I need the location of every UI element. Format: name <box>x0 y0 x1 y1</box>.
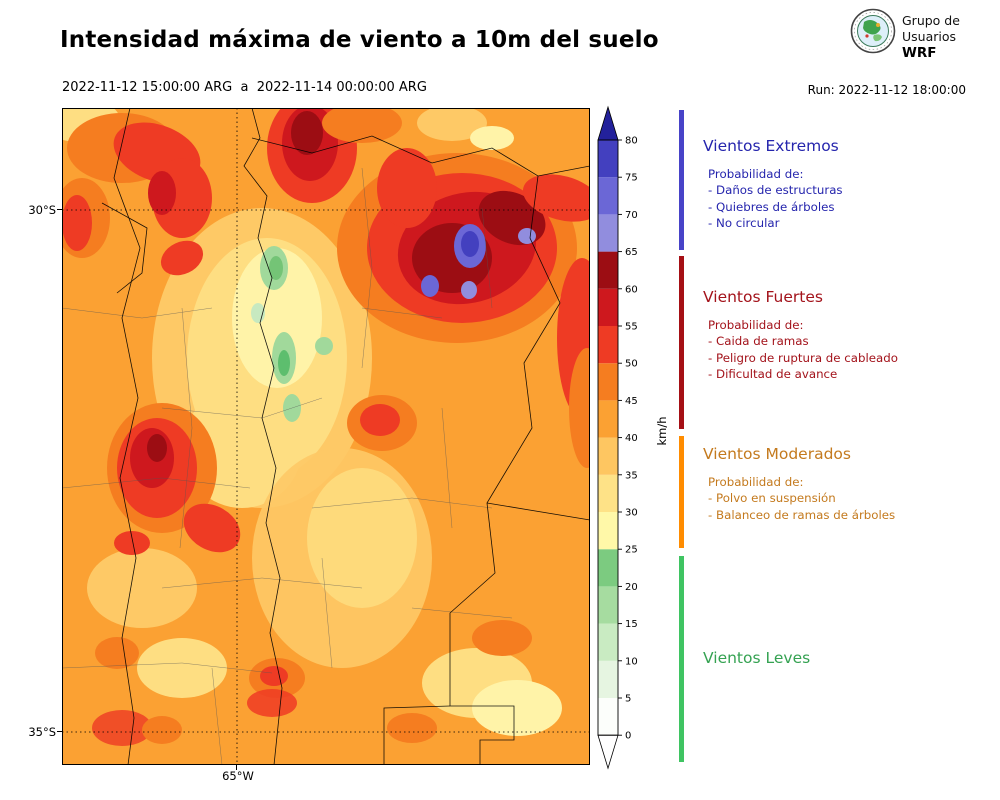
colorbar-tick-label: 20 <box>625 582 638 593</box>
legend-strip-moderados <box>679 436 684 548</box>
colorbar-segment <box>598 512 618 550</box>
colorbar-tick-label: 60 <box>625 284 638 295</box>
colorbar-segment <box>598 140 618 178</box>
colorbar-tick-label: 80 <box>625 136 638 147</box>
colorbar-tick-label: 25 <box>625 545 638 556</box>
colorbar-segment <box>598 400 618 438</box>
colorbar-tick-label: 5 <box>625 694 631 705</box>
axis-tick-30s <box>57 209 62 210</box>
colorbar-segment <box>598 474 618 512</box>
colorbar-tick-label: 40 <box>625 433 638 444</box>
colorbar-segment <box>598 251 618 289</box>
legend-item: Probabilidad de: <box>708 318 804 332</box>
lat-label-30s: 30°S <box>28 203 56 217</box>
colorbar-tick-label: 65 <box>625 247 638 258</box>
colorbar-tick-label: 50 <box>625 359 638 370</box>
logo-wrf: WRF <box>902 45 937 61</box>
legend-item: - Peligro de ruptura de cableado <box>708 350 898 365</box>
colorbar-segment <box>598 437 618 475</box>
colorbar-segment <box>598 214 618 252</box>
legend-section-fuertes: Vientos Fuertes Probabilidad de: - Caida … <box>703 288 988 383</box>
valid-period: 2022-11-12 15:00:00 ARG a 2022-11-14 00:… <box>62 80 427 95</box>
axis-tick-35s <box>57 731 62 732</box>
colorbar-segment <box>598 177 618 215</box>
legend-section-moderados: Vientos Moderados Probabilidad de: - Polv… <box>703 445 988 523</box>
legend-item: - Polvo en suspensión <box>708 491 836 506</box>
legend-item: Probabilidad de: <box>708 167 804 181</box>
colorbar-unit-label: km/h <box>655 416 669 446</box>
colorbar-segment <box>598 623 618 661</box>
colorbar-segment <box>598 586 618 624</box>
legend-title-leves: Vientos Leves <box>703 649 811 667</box>
logo-org-line2: Usuarios <box>902 29 957 44</box>
logo-text: Grupo de Usuarios WRF <box>902 13 960 61</box>
lat-label-35s: 35°S <box>28 725 56 739</box>
legend-item: - Daños de estructuras <box>708 183 843 198</box>
colorbar-tick-label: 70 <box>625 210 638 221</box>
colorbar-extend-under <box>597 734 619 770</box>
colorbar-segment <box>598 288 618 326</box>
colorbar-tick-label: 0 <box>625 731 631 742</box>
legend-section-leves: Vientos Leves <box>703 649 988 678</box>
wrf-logo-globe <box>850 8 896 54</box>
colorbar-segment <box>598 326 618 364</box>
legend-section-extremos: Vientos Extremos Probabilidad de: - Daños… <box>703 137 988 232</box>
legend-title-fuertes: Vientos Fuertes <box>703 288 823 306</box>
run-timestamp: Run: 2022-11-12 18:00:00 <box>807 83 966 97</box>
colorbar-extend-over <box>597 105 619 141</box>
colorbar-tick-label: 30 <box>625 508 638 519</box>
logo-org-line1: Grupo de <box>902 13 960 28</box>
colorbar-tick-label: 35 <box>625 470 638 481</box>
colorbar-tick-label: 10 <box>625 656 638 667</box>
legend-item: - Dificultad de avance <box>708 367 838 382</box>
colorbar-tick-label: 55 <box>625 322 638 333</box>
colorbar-tick-label: 15 <box>625 619 638 630</box>
legend-item: - Caida de ramas <box>708 334 809 349</box>
wind-map <box>62 108 590 765</box>
axis-tick-65w <box>236 765 237 770</box>
colorbar-segment <box>598 698 618 736</box>
legend-item: - Balanceo de ramas de árboles <box>708 507 896 522</box>
colorbar-segment <box>598 363 618 401</box>
page-title: Intensidad máxima de viento a 10m del su… <box>60 27 659 53</box>
colorbar-tick-label: 45 <box>625 396 638 407</box>
legend-strip-extremos <box>679 110 684 250</box>
wrf-logo <box>850 8 896 58</box>
colorbar-segment <box>598 660 618 698</box>
legend-item: Probabilidad de: <box>708 475 804 489</box>
legend-strip-fuertes <box>679 256 684 429</box>
colorbar-segment <box>598 549 618 587</box>
colorbar-tick-label: 75 <box>625 173 638 184</box>
legend-title-moderados: Vientos Moderados <box>703 445 851 463</box>
legend-strip-leves <box>679 556 684 762</box>
lon-label-65w: 65°W <box>222 769 254 783</box>
legend-item: - No circular <box>708 216 780 231</box>
legend-title-extremos: Vientos Extremos <box>703 137 839 155</box>
legend-item: - Quiebres de árboles <box>708 199 835 214</box>
colorbar: 0 5 10 15 20 25 30 35 40 45 50 55 60 65 70 75 80 <box>597 105 638 770</box>
